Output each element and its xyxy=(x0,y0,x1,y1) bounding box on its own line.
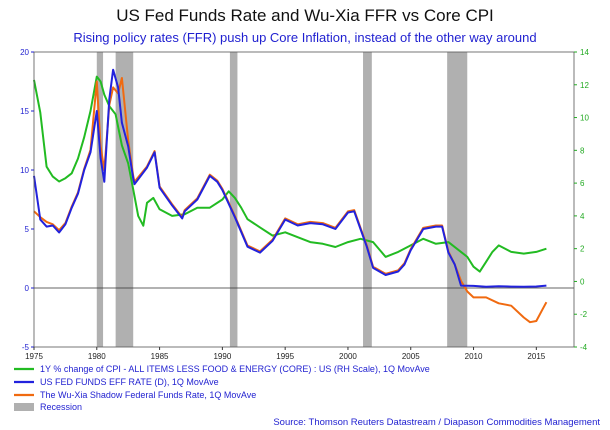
legend-label-shadow: The Wu-Xia Shadow Federal Funds Rate, 1Q… xyxy=(40,390,256,400)
legend-label-cpi: 1Y % change of CPI - ALL ITEMS LESS FOOD… xyxy=(40,364,430,374)
recession-band xyxy=(115,52,134,347)
right-tick-label: 14 xyxy=(580,48,589,57)
legend-label-recession: Recession xyxy=(40,402,82,412)
right-tick-label: -4 xyxy=(580,343,588,352)
recession-band xyxy=(447,52,468,347)
x-tick-label: 1990 xyxy=(213,352,231,361)
x-tick-label: 1980 xyxy=(88,352,106,361)
left-tick-label: -5 xyxy=(22,343,30,352)
x-tick-label: 1975 xyxy=(25,352,43,361)
plot-frame xyxy=(33,51,575,348)
x-tick-label: 1995 xyxy=(276,352,294,361)
left-y-axis: -5 0 5 10 15 20 xyxy=(20,48,34,352)
recession-band xyxy=(363,52,372,347)
right-tick-label: 12 xyxy=(580,81,589,90)
legend-label-ffr: US FED FUNDS EFF RATE (D), 1Q MovAve xyxy=(40,377,219,387)
left-tick-label: 0 xyxy=(25,284,30,293)
left-tick-label: 15 xyxy=(20,107,29,116)
right-tick-label: 8 xyxy=(580,146,585,155)
right-tick-label: 0 xyxy=(580,277,585,286)
legend-swatch-recession xyxy=(14,403,34,411)
right-tick-label: 2 xyxy=(580,245,585,254)
x-tick-label: 2010 xyxy=(465,352,483,361)
right-tick-label: 10 xyxy=(580,114,589,123)
x-axis: 1975 1980 1985 1990 1995 2000 2005 2010 2015 xyxy=(25,347,546,361)
recession-band xyxy=(96,52,104,347)
x-tick-label: 2000 xyxy=(339,352,357,361)
x-tick-label: 1985 xyxy=(151,352,169,361)
right-tick-label: -2 xyxy=(580,310,588,319)
legend: 1Y % change of CPI - ALL ITEMS LESS FOOD… xyxy=(14,364,430,412)
chart-title: US Fed Funds Rate and Wu-Xia FFR vs Core… xyxy=(116,6,494,25)
left-tick-label: 20 xyxy=(20,48,29,57)
source-note: Source: Thomson Reuters Datastream / Dia… xyxy=(273,417,600,428)
recession-bands xyxy=(96,52,468,347)
left-tick-label: 5 xyxy=(25,225,30,234)
chart-subtitle: Rising policy rates (FFR) push up Core I… xyxy=(73,30,537,45)
series-line-cpi xyxy=(33,75,547,273)
right-tick-label: 4 xyxy=(580,212,585,221)
right-y-axis: -4 -2 0 2 4 6 8 10 12 14 xyxy=(574,48,589,352)
x-tick-label: 2015 xyxy=(527,352,545,361)
recession-band xyxy=(229,52,238,347)
series-line-ffr xyxy=(33,68,547,288)
series-lines xyxy=(33,68,548,324)
x-tick-label: 2005 xyxy=(402,352,420,361)
right-tick-label: 6 xyxy=(580,179,585,188)
left-tick-label: 10 xyxy=(20,166,29,175)
